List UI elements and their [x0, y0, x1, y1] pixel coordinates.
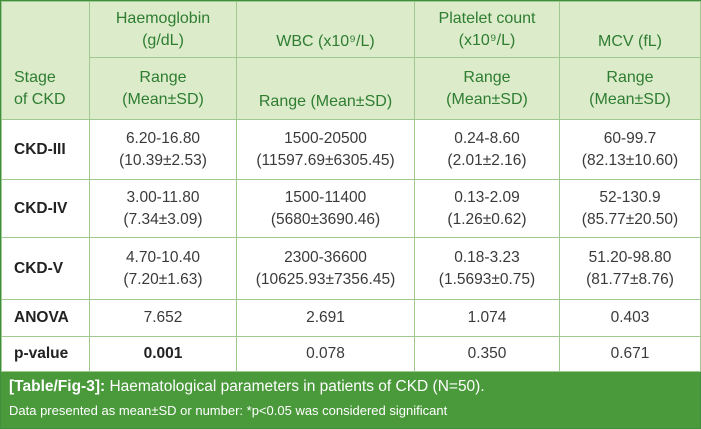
sub-header-platelet: Range (Mean±SD) [414, 57, 560, 120]
table-cell: 0.13-2.09 (1.26±0.62) [414, 179, 560, 238]
row-label: p-value [1, 336, 90, 372]
row-label: CKD-IV [1, 179, 90, 238]
row-label: CKD-III [1, 119, 90, 180]
table-row: CKD-V 4.70-10.40 (7.20±1.63) 2300-36600 (1… [1, 237, 701, 300]
header-row-names: Stage of CKD Haemoglobin (g/dL) WBC (x10… [1, 1, 701, 120]
sub-header-mcv: Range (Mean±SD) [559, 57, 701, 120]
table-cell: 0.18-3.23 (1.5693±0.75) [414, 237, 560, 300]
caption-note: Data presented as mean±SD or number: *p<… [9, 403, 448, 418]
sub-header-haemoglobin: Range (Mean±SD) [89, 57, 237, 120]
table-cell: 0.24-8.60 (2.01±2.16) [414, 119, 560, 180]
table-cell: 60-99.7 (82.13±10.60) [559, 119, 701, 180]
table-row: CKD-III 6.20-16.80 (10.39±2.53) 1500-2050… [1, 119, 701, 180]
table-cell: 51.20-98.80 (81.77±8.76) [559, 237, 701, 300]
col-header-mcv: MCV (fL) [559, 1, 701, 58]
table-cell: 0.671 [559, 336, 701, 372]
caption-title: Haematological parameters in patients of… [105, 378, 485, 395]
sub-header-wbc: Range (Mean±SD) [236, 57, 415, 120]
col-header-wbc: WBC (x10⁹/L) [236, 1, 415, 58]
table-row: CKD-IV 3.00-11.80 (7.34±3.09) 1500-11400(… [1, 179, 701, 238]
table-cell: 6.20-16.80 (10.39±2.53) [89, 119, 237, 180]
table-cell: 0.001 [89, 336, 237, 372]
col-header-haemoglobin: Haemoglobin (g/dL) [89, 1, 237, 58]
table-cell: 2.691 [236, 299, 415, 337]
stage-header: Stage of CKD [1, 1, 90, 120]
table-cell: 4.70-10.40 (7.20±1.63) [89, 237, 237, 300]
table-cell: 1500-20500 (11597.69±6305.45) [236, 119, 415, 180]
table-cell: 52-130.9 (85.77±20.50) [559, 179, 701, 238]
table-cell: 7.652 [89, 299, 237, 337]
table-cell: 2300-36600 (10625.93±7356.45) [236, 237, 415, 300]
table-cell: 1.074 [414, 299, 560, 337]
table-caption: [Table/Fig-3]: Haematological parameters… [1, 372, 700, 428]
row-label: CKD-V [1, 237, 90, 300]
table-row: ANOVA 7.652 2.691 1.074 0.403 [1, 299, 701, 337]
table-cell: 3.00-11.80 (7.34±3.09) [89, 179, 237, 238]
table-cell: 0.078 [236, 336, 415, 372]
table-cell: 0.350 [414, 336, 560, 372]
table-cell: 1500-11400 (5680±3690.46) [236, 179, 415, 238]
row-label: ANOVA [1, 299, 90, 337]
table-cell: 0.403 [559, 299, 701, 337]
haematology-table: Stage of CKD Haemoglobin (g/dL) WBC (x10… [1, 1, 701, 372]
header-row-sub: Range (Mean±SD) Range (Mean±SD) Range (M… [2, 57, 701, 120]
caption-title-line: [Table/Fig-3]: Haematological parameters… [9, 378, 485, 396]
col-header-platelet: Platelet count (x10⁹/L) [414, 1, 560, 58]
caption-tag: [Table/Fig-3]: [9, 378, 106, 395]
table-row: p-value 0.001 0.078 0.350 0.671 [1, 336, 701, 372]
